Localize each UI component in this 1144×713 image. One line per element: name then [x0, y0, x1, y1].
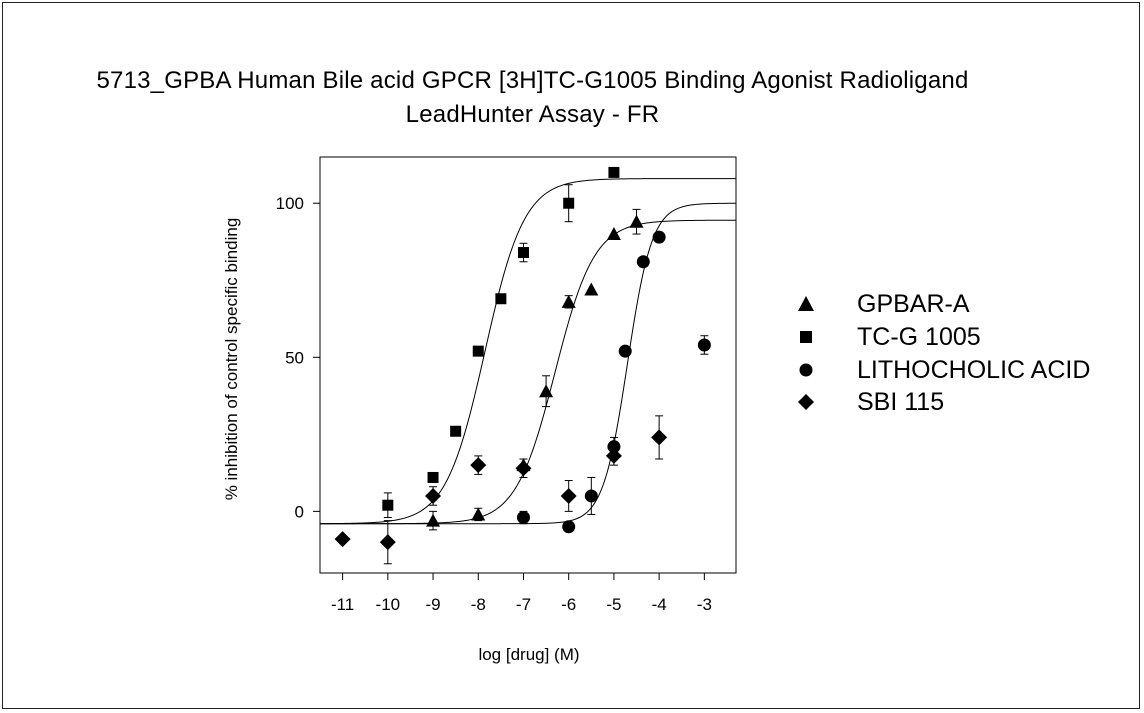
data-points [334, 166, 711, 551]
data-point-triangle [561, 294, 576, 308]
legend-label: TC-G 1005 [857, 323, 981, 352]
data-point-square [495, 293, 507, 305]
x-tick-label: -5 [606, 595, 621, 614]
data-point-circle [562, 520, 576, 534]
data-point-square [427, 471, 439, 483]
y-axis-label: % inhibition of control specific binding [222, 218, 241, 501]
data-point-square [608, 166, 620, 178]
data-point-circle [618, 344, 632, 358]
x-tick-label: -7 [516, 595, 531, 614]
y-tick-label: 100 [276, 194, 304, 213]
fit-curve-2 [320, 202, 736, 525]
legend-item-gpbar-a: GPBAR-A [790, 288, 1090, 321]
x-axis-ticks: -11 -10 -9 -8 -7 -6 -5 -4 -3 [331, 573, 712, 614]
x-tick-label: -9 [425, 595, 440, 614]
legend-item-sbi-115: SBI 115 [790, 386, 1090, 419]
legend-item-tc-g-1005: TC-G 1005 [790, 321, 1090, 354]
plot-area [319, 156, 737, 574]
y-tick-label: 0 [295, 502, 304, 521]
data-point-diamond [425, 487, 442, 504]
x-tick-label: -8 [471, 595, 486, 614]
x-axis-label: log [drug] (M) [478, 645, 579, 664]
data-point-circle [697, 338, 711, 352]
data-point-circle [652, 230, 666, 244]
data-point-square [563, 197, 575, 209]
x-tick-label: -4 [652, 595, 667, 614]
fit-curves [319, 178, 736, 525]
legend-label: LITHOCHOLIC ACID [857, 355, 1091, 384]
data-point-triangle [426, 513, 441, 527]
legend-label: SBI 115 [857, 388, 945, 417]
data-point-diamond [379, 534, 396, 551]
data-point-triangle [584, 282, 599, 296]
y-tick-label: 50 [285, 348, 304, 367]
data-point-circle [516, 511, 530, 525]
x-tick-label: -10 [376, 595, 401, 614]
data-point-square [517, 247, 529, 259]
data-point-square [450, 425, 462, 437]
data-point-diamond [334, 531, 351, 548]
data-point-circle [607, 440, 621, 454]
fit-curve-0 [320, 219, 736, 525]
chart-title-line-2: LeadHunter Assay - FR [405, 101, 660, 128]
fit-curve-1 [319, 178, 736, 525]
data-point-triangle [606, 227, 621, 241]
circle-marker-icon [790, 360, 830, 380]
legend: GPBAR-A TC-G 1005 LITHOCHOLIC ACID SBI 1… [790, 288, 1090, 419]
data-point-diamond [515, 460, 532, 477]
triangle-marker-icon [790, 294, 830, 314]
diamond-marker-icon [790, 392, 830, 412]
x-tick-label: -6 [561, 595, 576, 614]
data-point-diamond [470, 457, 487, 474]
square-marker-icon [790, 327, 830, 347]
data-point-circle [636, 255, 650, 269]
data-point-square [472, 345, 484, 357]
x-tick-label: -3 [697, 595, 712, 614]
legend-item-lithocholic-acid: LITHOCHOLIC ACID [790, 353, 1090, 386]
data-point-circle [584, 489, 598, 503]
data-point-triangle [629, 214, 644, 228]
data-point-diamond [651, 429, 668, 446]
data-point-diamond [560, 487, 577, 504]
data-point-triangle [471, 507, 486, 521]
chart-title-line-1: 5713_GPBA Human Bile acid GPCR [3H]TC-G1… [96, 67, 969, 94]
x-tick-label: -11 [331, 595, 354, 614]
y-axis-ticks: 0 50 100 [276, 194, 320, 521]
data-point-square [382, 499, 394, 511]
legend-label: GPBAR-A [857, 290, 970, 319]
data-point-diamond [605, 447, 622, 464]
data-point-triangle [539, 384, 554, 398]
chart-title: 5713_GPBA Human Bile acid GPCR [3H]TC-G1… [0, 64, 1065, 132]
